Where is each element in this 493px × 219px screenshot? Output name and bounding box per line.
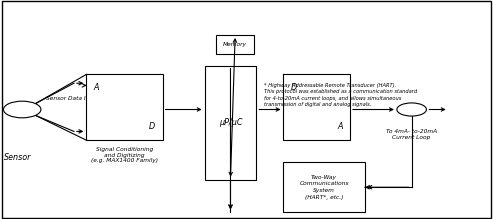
Bar <box>205 66 256 180</box>
Text: Two-Way
Communications
System
(HART*, etc.): Two-Way Communications System (HART*, et… <box>299 175 349 200</box>
Circle shape <box>3 101 41 118</box>
Bar <box>216 35 254 54</box>
Text: Sensor: Sensor <box>3 153 31 162</box>
Text: D: D <box>149 122 155 131</box>
Bar <box>86 74 163 140</box>
Text: μP/μC: μP/μC <box>219 118 242 127</box>
Text: A: A <box>337 122 343 131</box>
Bar <box>283 74 350 140</box>
Text: * Highway Addressable Remote Transducer (HART).
This protocol was established as: * Highway Addressable Remote Transducer … <box>264 83 417 107</box>
Text: To 4mA- to-20mA
Current Loop: To 4mA- to-20mA Current Loop <box>386 129 437 140</box>
Text: Memory: Memory <box>223 42 247 47</box>
Text: Sensor Data In: Sensor Data In <box>46 96 89 101</box>
Circle shape <box>397 103 426 116</box>
Text: D: D <box>291 83 297 92</box>
Text: Signal Conditioning
and Digitizing
(e.g. MAX1400 Family): Signal Conditioning and Digitizing (e.g.… <box>91 147 158 163</box>
Bar <box>283 162 365 212</box>
Text: A: A <box>94 83 99 92</box>
